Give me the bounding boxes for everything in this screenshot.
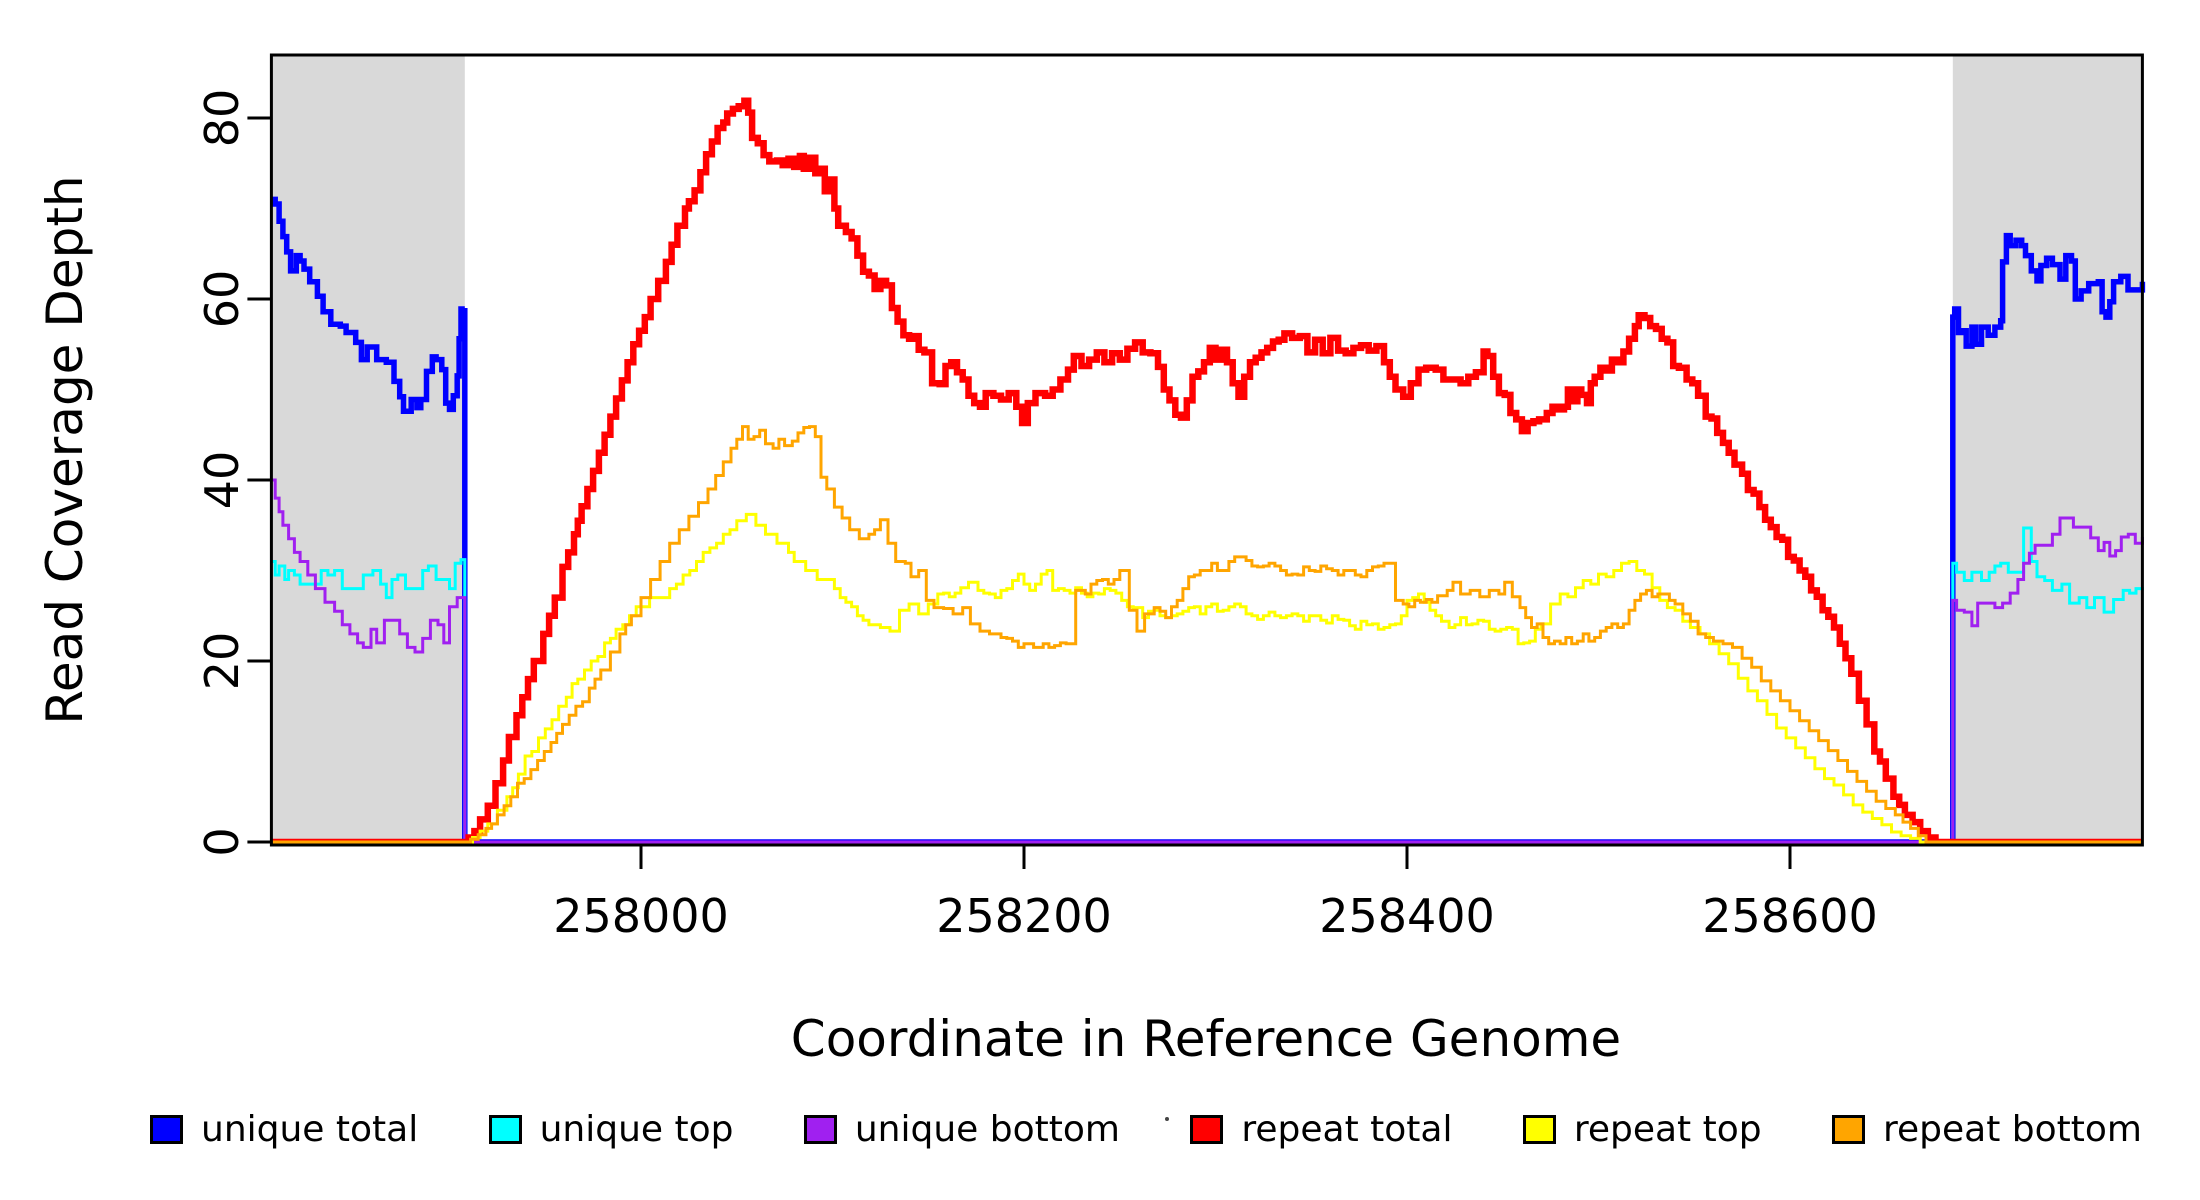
legend-color-swatch — [803, 1114, 837, 1144]
legend-item-unique-total: unique total — [150, 1109, 418, 1150]
x-axis-title: Coordinate in Reference Genome — [791, 1010, 1621, 1068]
legend-label: unique top — [539, 1108, 734, 1150]
series-line-unique-bottom — [271, 478, 2144, 844]
y-tick-label: 80 — [195, 89, 249, 148]
legend-item-repeat-top: repeat top — [1522, 1108, 1762, 1150]
legend-item-repeat-total: repeat total — [1190, 1109, 1452, 1150]
legend-color-swatch — [488, 1114, 522, 1144]
legend-item-unique-top: unique top — [488, 1108, 734, 1150]
stray-dot-artifact — [1165, 1117, 1169, 1121]
legend-label: unique total — [201, 1108, 419, 1150]
legend-label: repeat total — [1241, 1108, 1453, 1150]
chart-legend: unique total unique top unique bottom repea… — [150, 1098, 2142, 1160]
plot-canvas: 258000 258200 258400 258600 0 20 40 60 80 Read C… — [36, 53, 2146, 1068]
x-tick-label: 258600 — [1702, 889, 1878, 943]
plot-frame — [269, 53, 2144, 847]
x-tick-label: 258400 — [1319, 889, 1495, 943]
y-tick-label: 60 — [195, 270, 249, 329]
series-line-repeat-total — [271, 97, 2143, 846]
x-tick-label: 258000 — [553, 889, 729, 943]
legend-label: repeat top — [1573, 1108, 1762, 1150]
axis-ticks-group: 258000 258200 258400 258600 0 20 40 60 80 — [195, 89, 1878, 943]
x-tick-label: 258200 — [936, 889, 1112, 943]
legend-color-swatch — [1190, 1114, 1224, 1144]
series-line-repeat-bottom — [271, 425, 2143, 844]
shaded-region — [1952, 55, 2143, 845]
legend-color-swatch — [150, 1114, 183, 1144]
y-tick-label: 20 — [195, 632, 249, 691]
y-axis-title: Read Coverage Depth — [36, 175, 94, 724]
y-tick-label: 40 — [195, 451, 249, 510]
shaded-region — [271, 55, 465, 845]
legend-item-repeat-bottom: repeat bottom — [1831, 1108, 2142, 1150]
legend-label: unique bottom — [854, 1108, 1120, 1150]
legend-item-unique-bottom: unique bottom — [803, 1108, 1120, 1150]
y-tick-label: 0 — [195, 827, 249, 856]
legend-color-swatch — [1831, 1114, 1865, 1144]
legend-label: repeat bottom — [1882, 1108, 2142, 1150]
series-line-repeat-top — [271, 512, 2143, 844]
legend-color-swatch — [1522, 1114, 1556, 1144]
series-lines-group — [271, 97, 2146, 846]
shaded-regions-group — [271, 55, 2143, 845]
